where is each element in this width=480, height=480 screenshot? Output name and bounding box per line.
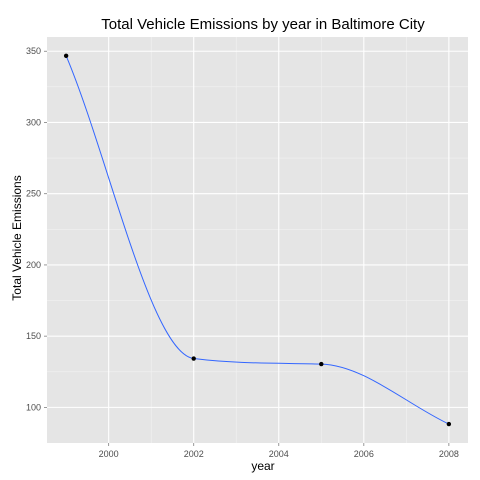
x-axis-title: year: [251, 459, 274, 473]
y-tick-label: 150: [26, 331, 41, 341]
minor-gridlines: [47, 37, 468, 443]
chart-title: Total Vehicle Emissions by year in Balti…: [101, 16, 425, 33]
y-axis-title: Total Vehicle Emissions: [10, 175, 24, 300]
x-tick-label: 2000: [99, 449, 119, 459]
emissions-line: [65, 55, 450, 425]
x-tick-label: 2004: [269, 449, 289, 459]
y-tick-label: 100: [26, 402, 41, 412]
points-layer: [63, 53, 452, 427]
y-tick-label: 300: [26, 117, 41, 127]
data-point: [319, 361, 324, 367]
plot-panel: [47, 37, 468, 443]
series-layer: [65, 55, 450, 425]
axis-ticks: 2000 2002 2004 2006 2008 100 150 200 250 300 350: [26, 46, 459, 459]
y-tick-label: 200: [26, 260, 41, 270]
data-point: [446, 421, 452, 427]
x-tick-label: 2008: [439, 449, 459, 459]
y-tick-label: 350: [26, 46, 41, 56]
x-tick-label: 2002: [184, 449, 204, 459]
data-point: [63, 53, 69, 59]
data-point: [191, 356, 196, 361]
x-tick-label: 2006: [354, 449, 374, 459]
y-tick-label: 250: [26, 189, 41, 199]
